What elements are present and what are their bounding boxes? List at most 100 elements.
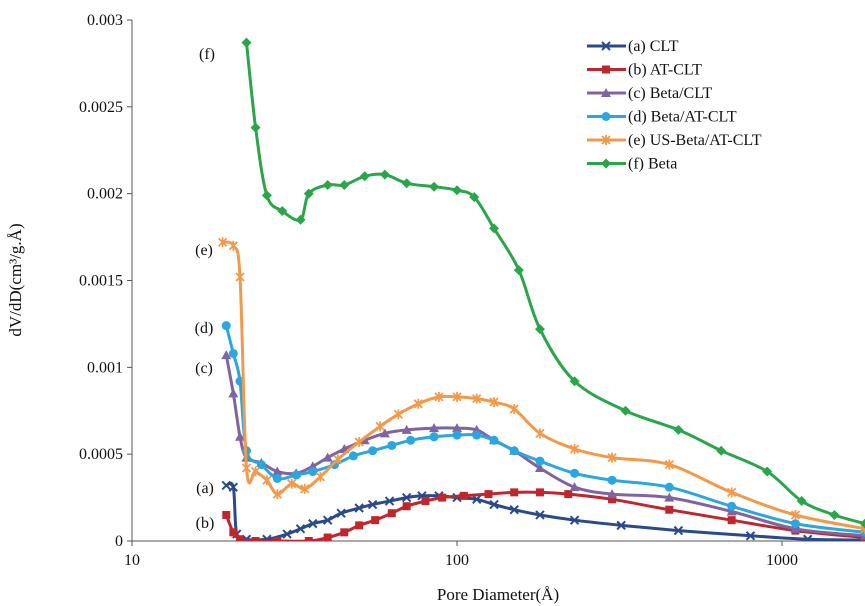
point-e-us-beta-at-clt (250, 466, 261, 477)
point-e-us-beta-at-clt (727, 487, 737, 498)
point-f-beta (673, 424, 684, 435)
point-a-clt (354, 503, 364, 513)
legend-item-c-beta-clt: (c) Beta/CLT (587, 85, 713, 102)
point-c-beta-clt (534, 463, 545, 473)
legend: (a) CLT (b) AT-CLT (c) Beta/CLT (d) Beta/AT… (587, 38, 762, 173)
x-axis-title: Pore Diameter(Å) (437, 585, 559, 604)
point-b-at-clt (355, 521, 364, 530)
point-b-at-clt (665, 505, 674, 514)
point-a-clt (282, 529, 292, 539)
point-f-beta (241, 37, 252, 48)
legend-label: (b) AT-CLT (628, 62, 702, 79)
y-tick-label: 0.003 (87, 12, 123, 29)
point-a-clt (535, 510, 545, 520)
legend-item-d-beta-at-clt: (d) Beta/AT-CLT (587, 109, 737, 126)
point-a-clt (673, 525, 684, 536)
y-tick-label: 0.0005 (79, 446, 123, 463)
legend-swatch-marker (601, 41, 611, 51)
point-d-beta-at-clt (368, 446, 378, 456)
x-tick-label: 100 (445, 552, 469, 569)
point-e-us-beta-at-clt (413, 398, 423, 409)
point-e-us-beta-at-clt (434, 391, 444, 402)
point-c-beta-clt (726, 506, 737, 516)
point-b-at-clt (273, 537, 282, 541)
point-f-beta (762, 466, 773, 477)
legend-swatch-marker (602, 65, 610, 74)
point-a-clt (569, 515, 580, 525)
legend-label: (f) Beta (628, 156, 677, 173)
point-e-us-beta-at-clt (472, 393, 482, 404)
point-d-beta-at-clt (664, 482, 674, 492)
point-c-beta-clt (235, 431, 246, 441)
point-d-beta-at-clt (221, 321, 231, 331)
point-f-beta (469, 192, 480, 203)
legend-swatch-marker (601, 135, 611, 145)
legend-item-e-us-beta-at-clt: (e) US-Beta/AT-CLT (587, 132, 762, 149)
point-e-us-beta-at-clt (262, 475, 272, 486)
point-c-beta-clt (790, 523, 801, 533)
point-e-us-beta-at-clt (569, 443, 580, 454)
point-f-beta (339, 179, 350, 190)
point-d-beta-at-clt (535, 456, 545, 466)
point-f-beta (379, 169, 390, 180)
y-axis-title: dV/dD(cm³/g.Å) (6, 223, 25, 336)
point-c-beta-clt (221, 350, 232, 360)
point-f-beta (452, 185, 462, 196)
point-e-us-beta-at-clt (272, 489, 282, 500)
point-d-beta-at-clt (489, 435, 499, 445)
point-b-at-clt (727, 516, 736, 525)
point-e-us-beta-at-clt (375, 421, 385, 432)
legend-item-b-at-clt: (b) AT-CLT (587, 62, 702, 79)
point-f-beta (359, 171, 370, 182)
point-e-us-beta-at-clt (607, 452, 617, 463)
point-f-beta (859, 518, 865, 529)
point-f-beta (429, 181, 440, 192)
point-a-clt (308, 518, 318, 529)
point-d-beta-at-clt (452, 430, 462, 440)
point-e-us-beta-at-clt (354, 437, 364, 448)
point-a-clt (472, 494, 482, 505)
point-b-at-clt (323, 533, 332, 541)
point-a-clt (228, 482, 239, 492)
curve-label-c-beta-clt: (c) (195, 360, 213, 377)
point-f-beta (796, 496, 807, 507)
point-d-beta-at-clt (607, 475, 617, 485)
point-b-at-clt (535, 488, 544, 497)
x-tick-label: 1000 (766, 552, 798, 569)
curve-label-d-beta-at-clt: (d) (195, 320, 214, 337)
point-d-beta-at-clt (406, 435, 416, 445)
point-b-at-clt (222, 510, 231, 519)
point-e-us-beta-at-clt (333, 454, 343, 465)
point-b-at-clt (459, 491, 468, 500)
point-b-at-clt (229, 528, 238, 537)
point-a-clt (509, 505, 519, 515)
point-d-beta-at-clt (570, 468, 580, 478)
point-b-at-clt (421, 497, 430, 506)
line-b-at-clt (224, 490, 865, 541)
point-d-beta-at-clt (429, 432, 439, 442)
point-c-beta-clt (272, 466, 283, 476)
curve-label-f-beta: (f) (199, 46, 215, 63)
point-f-beta (277, 206, 288, 217)
point-c-beta-clt (322, 452, 333, 462)
legend-item-a-clt: (a) CLT (587, 38, 679, 55)
series-f-beta (241, 37, 865, 529)
point-d-beta-at-clt (509, 446, 519, 456)
point-b-at-clt (510, 488, 519, 497)
point-c-beta-clt (607, 489, 618, 499)
point-a-clt (616, 520, 626, 531)
point-f-beta (489, 223, 500, 234)
curve-label-b-at-clt: (b) (196, 515, 215, 532)
point-c-beta-clt (429, 423, 440, 433)
point-f-beta (401, 178, 412, 189)
point-b-at-clt (402, 502, 411, 511)
point-e-us-beta-at-clt (235, 272, 245, 283)
point-a-clt (262, 534, 272, 541)
point-d-beta-at-clt (291, 470, 301, 480)
curve-label-e-us-beta-at-clt: (e) (195, 242, 213, 259)
point-a-clt (336, 508, 346, 518)
point-d-beta-at-clt (256, 460, 266, 470)
point-e-us-beta-at-clt (241, 463, 252, 474)
line-d-beta-at-clt (224, 325, 865, 534)
